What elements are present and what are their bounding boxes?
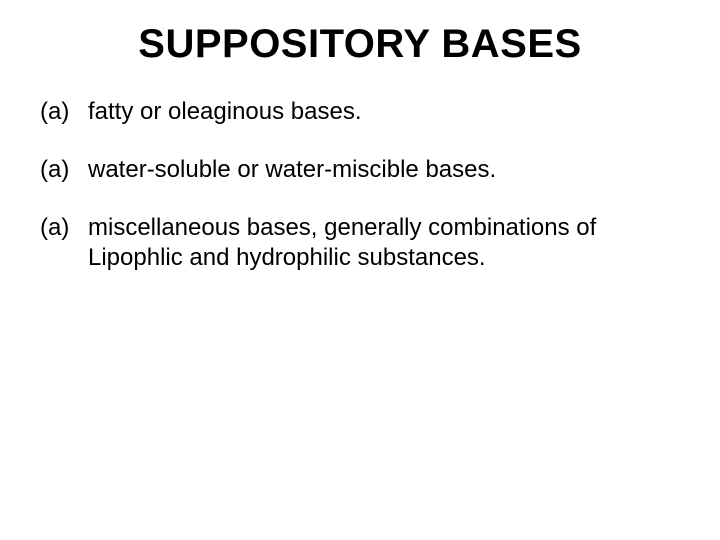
list-marker: (a) xyxy=(40,155,88,185)
list-text: miscellaneous bases, generally combinati… xyxy=(88,213,680,273)
list-item: (a) water-soluble or water-miscible base… xyxy=(40,155,680,185)
list-marker: (a) xyxy=(40,97,88,127)
bases-list: (a) fatty or oleaginous bases. (a) water… xyxy=(40,97,680,273)
page-title: SUPPOSITORY BASES xyxy=(40,22,680,67)
list-text: water-soluble or water-miscible bases. xyxy=(88,155,680,185)
list-marker: (a) xyxy=(40,213,88,243)
slide: SUPPOSITORY BASES (a) fatty or oleaginou… xyxy=(0,0,720,540)
list-text: fatty or oleaginous bases. xyxy=(88,97,680,127)
list-item: (a) fatty or oleaginous bases. xyxy=(40,97,680,127)
list-item: (a) miscellaneous bases, generally combi… xyxy=(40,213,680,273)
